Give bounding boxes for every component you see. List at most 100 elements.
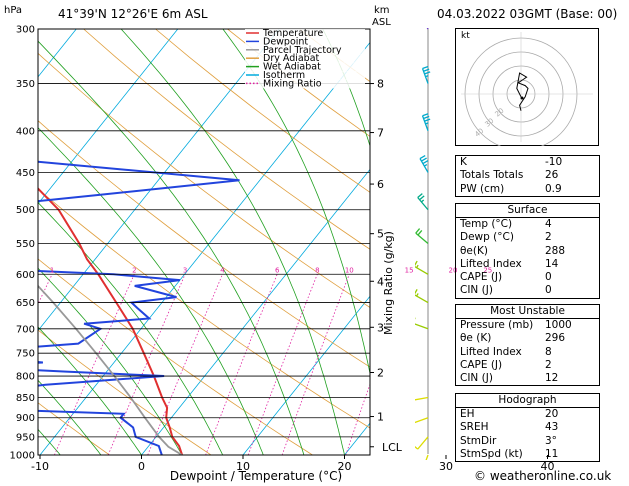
hodograph-trace: [516, 72, 529, 111]
hodograph-ring-label: 40: [473, 127, 485, 139]
wet-adiabat: [38, 40, 305, 455]
hodograph-unit-label: kt: [461, 31, 470, 41]
pressure-tick-label: 800: [16, 372, 35, 383]
mixing-ratio-line: [247, 274, 318, 455]
row-value: 11: [545, 447, 559, 460]
row-value: 14: [545, 257, 559, 270]
x-tick-label: 40: [541, 460, 555, 473]
surface-table: Surface Temp (°C) 4 Dewp (°C) 2 θe(K) 288 Lifte…: [455, 203, 600, 299]
table-section-title: Surface: [456, 204, 599, 218]
mixing-ratio-label: 1: [50, 266, 54, 274]
row-label: θe (K): [460, 332, 492, 345]
table-row: θe (K) 296: [456, 332, 599, 345]
row-value: 8: [545, 345, 552, 358]
row-label: Totals Totals: [460, 169, 524, 182]
row-value: 0: [545, 284, 552, 297]
row-label: θe(K): [460, 244, 488, 257]
table-row: CAPE (J) 2: [456, 359, 599, 372]
run-datetime: 04.03.2022 03GMT (Base: 00): [437, 7, 618, 21]
table-section-title: Hodograph: [456, 394, 599, 408]
legend-bg: [245, 29, 365, 38]
mixing-ratio-axis-label: Mixing Ratio (g/kg): [382, 231, 395, 335]
row-value: 288: [545, 244, 566, 257]
row-value: 12: [545, 372, 559, 385]
row-label: K: [460, 156, 467, 168]
table-row: CIN (J) 0: [456, 284, 599, 297]
mixing-ratio-label: 10: [345, 266, 354, 274]
legend-label: Isotherm: [263, 70, 305, 81]
isotherm-line: [141, 168, 370, 455]
pressure-tick-label: 600: [16, 270, 35, 281]
table-row: EH 20: [456, 408, 599, 421]
row-value: 43: [545, 421, 559, 434]
table-row: PW (cm) 0.9: [456, 183, 599, 196]
legend-bg: [245, 54, 365, 64]
table-row: θe(K) 288: [456, 245, 599, 258]
wind-barb: [415, 417, 429, 424]
wind-barb: [425, 454, 429, 460]
indices-table: K -10 Totals Totals 26 PW (cm) 0.9: [455, 155, 600, 197]
hodograph-table: Hodograph EH 20 SREH 43 StmDir 3° StmSpd (kt) 11: [455, 393, 600, 463]
legend-bg: [245, 62, 365, 72]
mixing-ratio-label: 8: [315, 266, 319, 274]
row-label: CAPE (J): [460, 358, 503, 371]
legend-label: Wet Adiabat: [263, 62, 321, 73]
km-tick-label: 2: [377, 366, 384, 379]
x-tick-label: 30: [439, 460, 453, 473]
wind-barb: [415, 317, 429, 330]
mixing-ratio-label: 3: [183, 266, 187, 274]
row-label: CIN (J): [460, 284, 493, 297]
pressure-tick-label: 300: [16, 25, 35, 36]
row-label: Lifted Index: [460, 345, 522, 358]
wind-barb: [415, 396, 429, 401]
legend-label: Dry Adiabat: [263, 53, 320, 64]
pressure-tick-label: 650: [16, 298, 35, 309]
pressure-tick-label: 400: [16, 126, 35, 137]
hodograph-ring-label: 30: [483, 117, 495, 129]
station-location: 41°39'N 12°26'E 6m ASL: [58, 7, 208, 21]
mixing-ratio-line: [147, 274, 223, 455]
row-value: 4: [545, 218, 552, 230]
table-row: StmSpd (kt) 11: [456, 448, 599, 461]
row-label: PW (cm): [460, 182, 505, 195]
pressure-tick-label: 550: [16, 239, 35, 250]
most-unstable-table: Most Unstable Pressure (mb) 1000 θe (K) 296 L…: [455, 304, 600, 387]
table-row: Temp (°C) 4: [456, 218, 599, 231]
row-label: EH: [460, 408, 475, 420]
km-tick-label: 6: [377, 178, 384, 191]
wind-barb-column: [415, 28, 431, 460]
row-label: Pressure (mb): [460, 319, 534, 331]
wet-adiabat: [322, 29, 370, 148]
pressure-tick-label: 900: [16, 413, 35, 424]
wet-adiabat: [120, 29, 345, 455]
pressure-tick-label: 450: [16, 168, 35, 179]
row-label: Lifted Index: [460, 257, 522, 270]
km-tick-label: 3: [377, 321, 384, 334]
row-label: StmDir: [460, 434, 497, 447]
wind-barb: [421, 65, 431, 84]
table-row: CIN (J) 12: [456, 372, 599, 385]
legend-label: Mixing Ratio: [263, 78, 322, 89]
legend-bg: [245, 71, 365, 80]
wind-barb: [415, 228, 429, 244]
isotherm-line: [39, 41, 370, 455]
row-label: CAPE (J): [460, 271, 503, 284]
dry-adiabat: [0, 29, 8, 455]
table-section-title: Most Unstable: [456, 305, 599, 319]
km-tick-label: 5: [377, 228, 384, 241]
mixing-ratio-label: 2: [132, 266, 136, 274]
row-value: 0.9: [545, 182, 562, 195]
storm-motion-marker: [520, 96, 524, 100]
dry-adiabat: [38, 258, 313, 455]
row-value: 26: [545, 169, 559, 182]
plot-frame: [37, 28, 371, 456]
row-value: 0: [545, 271, 552, 284]
x-tick-label: 20: [338, 460, 352, 473]
hpa-axis-unit: hPa: [4, 5, 23, 16]
row-value: 296: [545, 332, 566, 345]
km-axis-unit: km: [374, 5, 390, 16]
pressure-tick-label: 750: [16, 349, 35, 360]
mixing-ratio-label: 6: [275, 266, 280, 274]
isotherm-line: [242, 295, 370, 455]
pressure-tick-label: 1000: [10, 451, 35, 462]
